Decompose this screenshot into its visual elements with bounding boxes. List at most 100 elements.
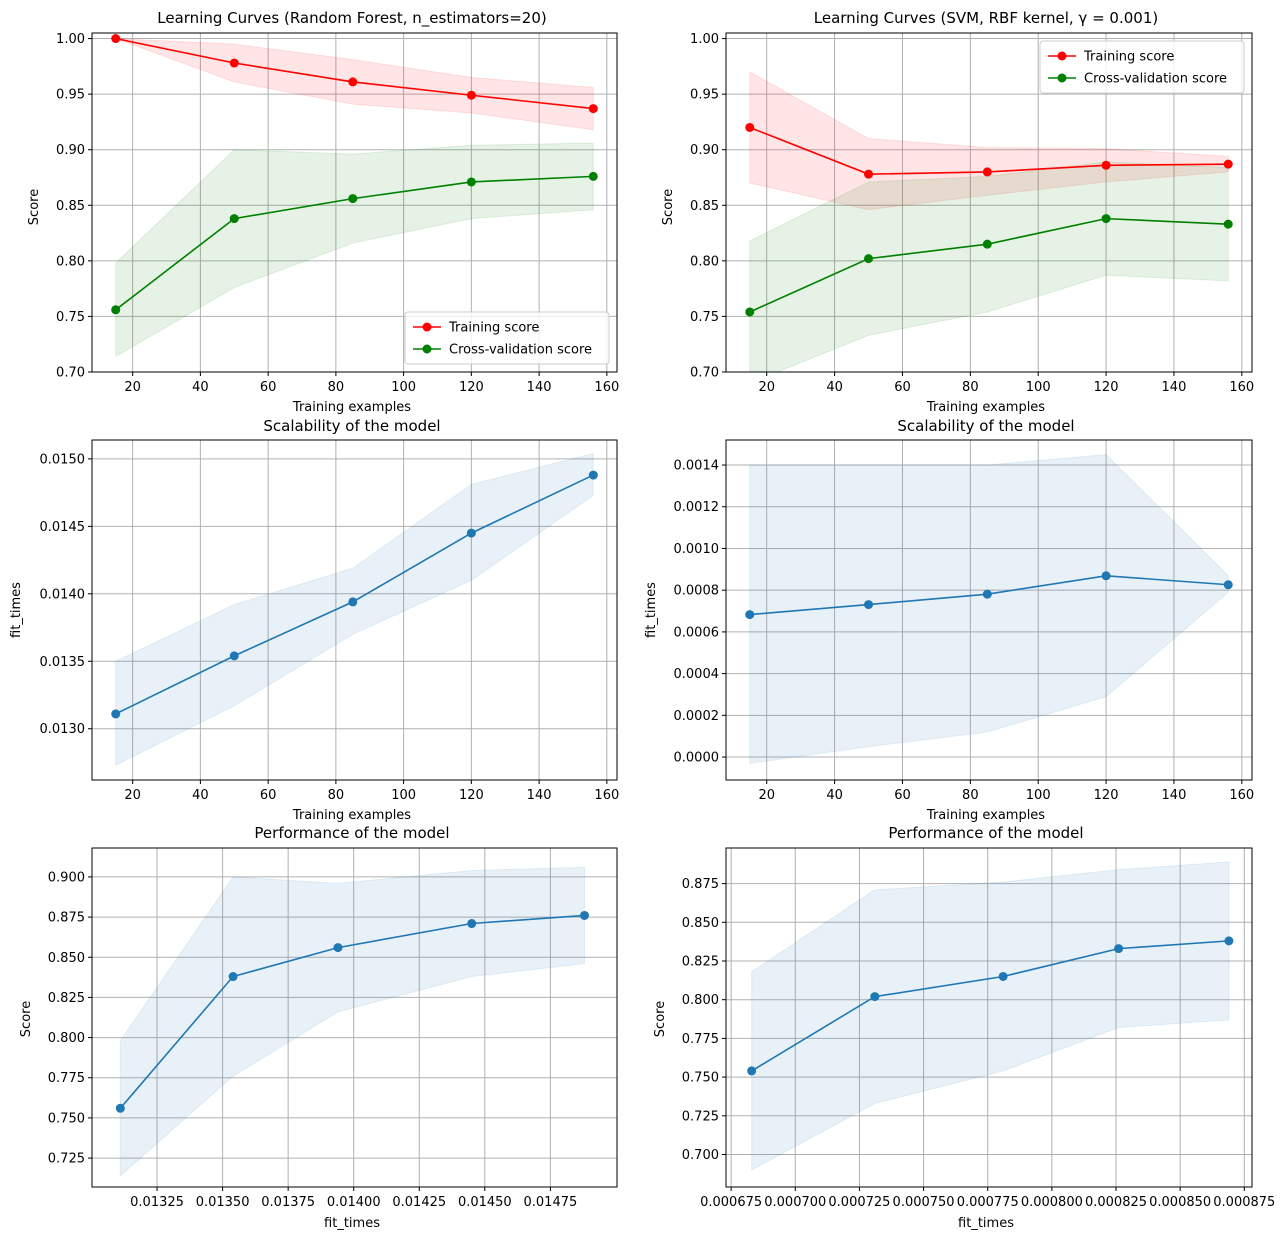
x-tick-label: 80 (962, 788, 979, 803)
y-tick-label: 0.70 (56, 366, 85, 381)
axes-pf-svm: Performance of the model fit_times Score (653, 824, 1084, 1231)
plot-sc-svm: 20 40 60 80 100 120 140 160 0.0000 0.0002 0.0004 0.… (674, 439, 1254, 803)
data-point (1224, 936, 1234, 946)
x-tick-label: 100 (391, 788, 416, 803)
y-tick-label: 0.80 (56, 254, 85, 269)
axes-frame (91, 32, 618, 373)
title-sc-svm: Scalability of the model (897, 417, 1074, 435)
x-tick-label: 0.01375 (261, 1195, 315, 1210)
xlabel-pf-svm: fit_times (958, 1216, 1014, 1231)
x-tick-label: 0.000750 (893, 1195, 955, 1210)
data-point (588, 171, 598, 181)
y-tick-label: 0.800 (682, 993, 719, 1008)
x-tick-label: 80 (328, 788, 345, 803)
axes-sc-svm: Scalability of the model Training exampl… (644, 417, 1075, 823)
x-tick-label: 160 (594, 788, 619, 803)
legend-label: Training score (1083, 50, 1174, 65)
x-tick-label: 80 (328, 380, 345, 395)
x-tick-label: 20 (124, 788, 141, 803)
data-point (466, 90, 476, 100)
ylabel-sc-rf: fit_times (9, 582, 24, 638)
y-tick-label: 0.725 (682, 1109, 719, 1124)
series-layer-lc-svm (745, 71, 1233, 372)
data-point (1114, 944, 1124, 954)
x-tick-label: 0.000825 (1085, 1195, 1147, 1210)
x-tick-label: 100 (391, 380, 416, 395)
plot-sc-rf: 20 40 60 80 100 120 140 160 0.0130 0.0135 0.0140 0.… (40, 439, 619, 803)
plot-lc-svm: 20 40 60 80 100 120 140 160 0.70 0.75 0.80 0.85 0.90… (690, 32, 1254, 395)
data-point (333, 943, 343, 953)
data-point (588, 470, 598, 480)
xlabel-sc-svm: Training examples (926, 808, 1045, 823)
y-tick-label: 0.85 (56, 199, 85, 214)
y-tick-label: 0.0000 (674, 751, 720, 766)
legend-box (1039, 40, 1245, 94)
data-point (1223, 219, 1233, 229)
y-tick-label: 0.70 (690, 366, 719, 381)
y-tick-label: 0.85 (690, 199, 719, 214)
data-point (348, 597, 358, 607)
x-tick-label: 60 (894, 380, 911, 395)
y-tick-label: 0.75 (56, 310, 85, 325)
x-tick-label: 0.000875 (1213, 1195, 1275, 1210)
y-tick-label: 0.0145 (40, 520, 86, 535)
x-tick-label: 120 (1094, 380, 1119, 395)
plot-pf-svm: 0.000675 0.000700 0.000725 0.000750 0.000775… (682, 847, 1275, 1210)
axes-lc-rf: Learning Curves (Random Forest, n_estima… (27, 9, 547, 415)
data-point (229, 214, 239, 224)
x-tick-label: 0.000850 (1149, 1195, 1211, 1210)
x-tick-label: 0.000800 (1021, 1195, 1083, 1210)
axes-lc-svm: Learning Curves (SVM, RBF kernel, γ = 0.… (661, 9, 1158, 415)
y-tick-label: 0.825 (682, 955, 719, 970)
x-tick-label: 60 (894, 788, 911, 803)
y-tick-label: 1.00 (56, 32, 85, 47)
title-pf-rf: Performance of the model (254, 824, 449, 842)
y-tick-label: 0.900 (48, 870, 85, 885)
y-tick-label: 0.95 (690, 88, 719, 103)
data-point (982, 589, 992, 599)
y-tick-label: 0.90 (56, 143, 85, 158)
x-tick-label: 0.000775 (957, 1195, 1019, 1210)
x-tick-label: 140 (527, 788, 552, 803)
grid-pf-svm: 0.000675 0.000700 0.000725 0.000750 0.000775… (682, 848, 1275, 1210)
x-tick-label: 120 (459, 788, 484, 803)
x-tick-label: 0.01425 (392, 1195, 446, 1210)
data-point (111, 305, 121, 315)
y-tick-label: 0.80 (690, 254, 719, 269)
data-point (111, 709, 121, 719)
x-tick-label: 40 (192, 380, 209, 395)
data-point (348, 194, 358, 204)
xlabel-lc-svm: Training examples (926, 400, 1045, 415)
y-tick-label: 0.0002 (674, 709, 720, 724)
grid-lc-svm: 20 40 60 80 100 120 140 160 0.70 0.75 0.80 0.85 0.90… (690, 32, 1254, 395)
axes-sc-rf: Scalability of the model Training exampl… (9, 417, 441, 823)
data-point (747, 1066, 757, 1076)
x-tick-label: 0.01450 (458, 1195, 512, 1210)
xlabel-sc-rf: Training examples (292, 808, 411, 823)
data-point (348, 77, 358, 87)
x-tick-label: 140 (1162, 788, 1187, 803)
data-point (228, 972, 238, 982)
y-tick-label: 0.0014 (674, 459, 720, 474)
x-tick-label: 20 (758, 788, 775, 803)
y-tick-label: 0.850 (682, 916, 719, 931)
data-point (864, 254, 874, 264)
y-tick-label: 0.825 (48, 991, 85, 1006)
title-lc-rf: Learning Curves (Random Forest, n_estima… (157, 9, 546, 28)
y-tick-label: 0.750 (48, 1111, 85, 1126)
y-tick-label: 0.775 (682, 1032, 719, 1047)
x-tick-label: 40 (826, 788, 843, 803)
y-tick-label: 0.0140 (40, 587, 86, 602)
x-tick-label: 20 (124, 380, 141, 395)
series-layer-sc-rf (111, 452, 598, 766)
title-lc-svm: Learning Curves (SVM, RBF kernel, γ = 0.… (814, 9, 1158, 27)
x-tick-label: 80 (962, 380, 979, 395)
x-tick-label: 0.01475 (524, 1195, 578, 1210)
data-point (579, 910, 589, 920)
legend-label: Cross-validation score (1084, 72, 1227, 87)
x-tick-label: 120 (459, 380, 484, 395)
data-point (998, 971, 1008, 981)
x-tick-label: 40 (826, 380, 843, 395)
data-point (1223, 159, 1233, 169)
x-tick-label: 0.01325 (130, 1195, 184, 1210)
